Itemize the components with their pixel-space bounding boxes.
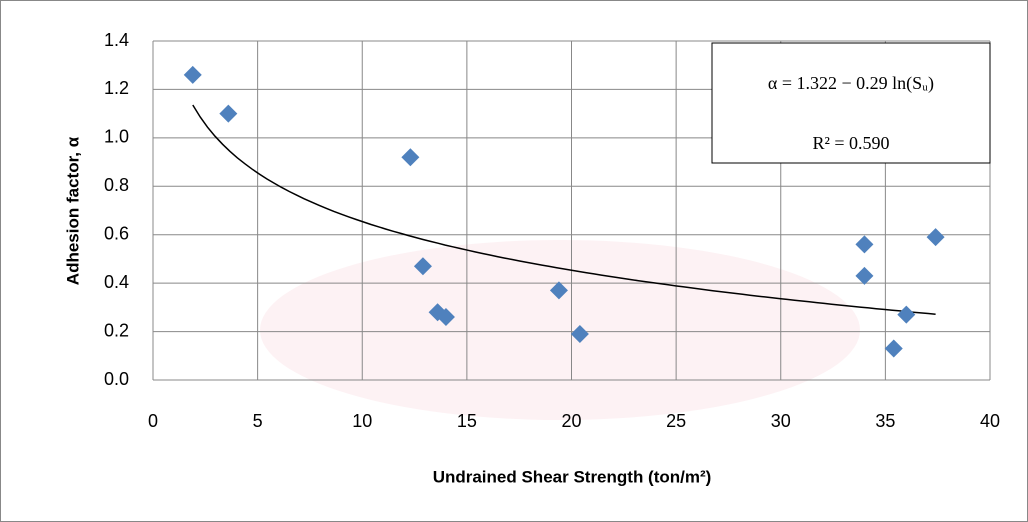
y-axis-title: Adhesion factor, α bbox=[63, 136, 82, 285]
x-tick-label: 20 bbox=[561, 411, 581, 431]
x-tick-label: 10 bbox=[352, 411, 372, 431]
y-tick-label: 1.4 bbox=[104, 30, 129, 50]
y-tick-label: 1.2 bbox=[104, 78, 129, 98]
chart: Undrained Shear Strength (ton/m²) Adhesi… bbox=[0, 0, 1028, 522]
y-tick-label: 0.6 bbox=[104, 223, 129, 243]
x-tick-label: 0 bbox=[148, 411, 158, 431]
x-tick-label: 30 bbox=[771, 411, 791, 431]
r-squared: R² = 0.590 bbox=[812, 133, 889, 153]
y-tick-label: 1.0 bbox=[104, 127, 129, 147]
y-tick-label: 0.8 bbox=[104, 175, 129, 195]
x-tick-label: 5 bbox=[253, 411, 263, 431]
x-tick-label: 35 bbox=[875, 411, 895, 431]
x-tick-label: 25 bbox=[666, 411, 686, 431]
x-axis-title: Undrained Shear Strength (ton/m²) bbox=[433, 467, 712, 486]
y-tick-label: 0.2 bbox=[104, 320, 129, 340]
x-tick-label: 15 bbox=[457, 411, 477, 431]
x-tick-label: 40 bbox=[980, 411, 1000, 431]
watermark bbox=[260, 240, 860, 420]
equation: α = 1.322 − 0.29 ln(Sᵤ) bbox=[768, 73, 934, 94]
y-tick-label: 0.4 bbox=[104, 272, 129, 292]
y-tick-label: 0.0 bbox=[104, 369, 129, 389]
